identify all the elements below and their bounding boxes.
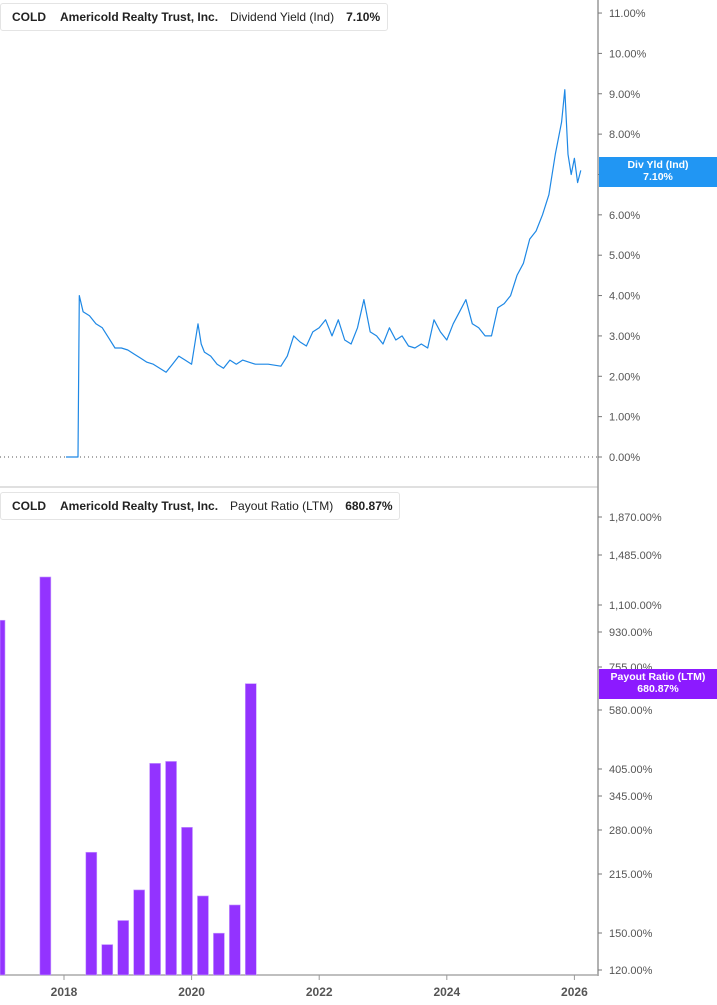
svg-text:215.00%: 215.00% [609, 869, 653, 881]
dividend-yield-legend[interactable]: COLD Americold Realty Trust, Inc. Divide… [0, 3, 388, 31]
svg-text:2026: 2026 [561, 985, 588, 999]
legend-company: Americold Realty Trust, Inc. [60, 10, 219, 24]
dividend-yield-line [66, 89, 582, 458]
payout-bar [39, 576, 52, 976]
svg-text:6.00%: 6.00% [609, 210, 640, 222]
svg-text:1,870.00%: 1,870.00% [609, 512, 662, 524]
svg-text:2024: 2024 [433, 985, 460, 999]
svg-text:8.00%: 8.00% [609, 129, 640, 141]
legend-metric: Payout Ratio (LTM) [230, 499, 334, 513]
payout-bar [229, 904, 241, 976]
payout-bar [101, 944, 114, 976]
legend-value: 7.10% [346, 10, 381, 24]
svg-text:150.00%: 150.00% [609, 928, 653, 940]
svg-text:2018: 2018 [51, 985, 78, 999]
legend-value: 680.87% [345, 499, 393, 513]
payout-bar [213, 932, 225, 976]
payout-bar [181, 827, 193, 976]
dividend-yield-flag: Div Yld (Ind) 7.10% [599, 157, 717, 187]
svg-text:1,100.00%: 1,100.00% [609, 600, 662, 612]
svg-text:0.00%: 0.00% [609, 452, 640, 464]
svg-text:1.00%: 1.00% [609, 412, 640, 424]
svg-text:2022: 2022 [306, 985, 333, 999]
svg-text:4.00%: 4.00% [609, 291, 640, 303]
flag-label: Payout Ratio (LTM) [610, 671, 706, 683]
svg-text:580.00%: 580.00% [609, 705, 653, 717]
payout-bar [117, 920, 129, 976]
svg-text:120.00%: 120.00% [609, 965, 653, 977]
payout-ratio-y-axis: 120.00% 150.00% 215.00% 280.00% 345.00% 405.0… [598, 512, 662, 977]
dividend-yield-y-axis: 0.00%1.00%2.00%3.00%4.00%5.00%6.00%7.00%… [598, 8, 647, 464]
svg-text:10.00%: 10.00% [609, 48, 647, 60]
svg-text:2020: 2020 [178, 985, 205, 999]
payout-bar [149, 763, 161, 976]
svg-text:405.00%: 405.00% [609, 764, 653, 776]
svg-text:2.00%: 2.00% [609, 371, 640, 383]
svg-text:345.00%: 345.00% [609, 791, 653, 803]
flag-value: 7.10% [643, 171, 673, 183]
x-axis: 2018 2020 2022 2024 2026 [51, 975, 588, 999]
legend-company: Americold Realty Trust, Inc. [60, 499, 219, 513]
legend-ticker: COLD [12, 499, 46, 513]
svg-text:3.00%: 3.00% [609, 331, 640, 343]
svg-text:11.00%: 11.00% [609, 8, 646, 20]
payout-bar [85, 851, 98, 976]
payout-ratio-flag: Payout Ratio (LTM) 680.87% [599, 669, 717, 699]
payout-bar [244, 683, 257, 976]
svg-text:280.00%: 280.00% [609, 825, 653, 837]
payout-bar [133, 889, 145, 976]
payout-ratio-legend[interactable]: COLD Americold Realty Trust, Inc. Payout… [0, 492, 400, 520]
legend-metric: Dividend Yield (Ind) [230, 10, 335, 24]
svg-text:5.00%: 5.00% [609, 250, 640, 262]
svg-text:1,485.00%: 1,485.00% [609, 550, 662, 562]
legend-ticker: COLD [12, 10, 46, 24]
payout-bar [0, 619, 6, 976]
payout-bar [197, 895, 209, 976]
payout-ratio-bars [0, 576, 257, 976]
svg-text:930.00%: 930.00% [609, 627, 653, 639]
payout-bar [165, 761, 177, 976]
flag-label: Div Yld (Ind) [627, 159, 689, 171]
svg-text:9.00%: 9.00% [609, 89, 640, 101]
flag-value: 680.87% [637, 683, 679, 695]
